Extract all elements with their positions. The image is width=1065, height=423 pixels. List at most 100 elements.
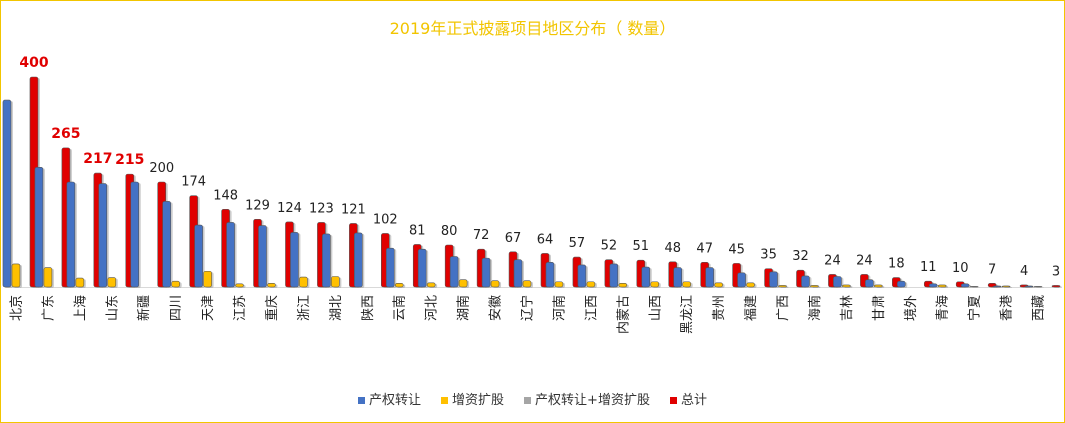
bar-产权转让-海南: [801, 275, 810, 288]
total-label: 265: [51, 126, 80, 142]
legend: 产权转让 增资扩股 产权转让+增资扩股 总计: [1, 389, 1064, 408]
total-label: 102: [373, 212, 398, 227]
bar-增资扩股-福建: [746, 282, 755, 288]
total-label: 67: [505, 231, 522, 246]
bar-产权转让-广东: [34, 167, 44, 288]
bar-产权转让-陕西: [354, 232, 363, 288]
category-label: 陕西: [361, 295, 376, 321]
legend-swatch: [358, 397, 366, 404]
bar-增资扩股-湖南: [458, 279, 468, 288]
bar-产权转让-山西: [641, 266, 651, 288]
bar-增资扩股-青海: [937, 284, 947, 288]
total-label: 18: [888, 257, 905, 272]
bar-产权转让-青海: [928, 283, 938, 288]
legend-item: 产权转让+增资扩股: [524, 389, 650, 408]
bar-产权转让-贵州: [705, 267, 714, 288]
category-label: 天津: [201, 295, 216, 321]
bar-产权转让-山东: [98, 183, 108, 288]
category-label: 香港: [1000, 295, 1015, 321]
bar-增资扩股-江西: [586, 281, 596, 288]
total-label: 7: [988, 262, 996, 277]
bar-产权转让-黑龙江: [673, 267, 682, 288]
bar-产权转让-吉林: [833, 276, 842, 288]
total-label: 81: [409, 223, 426, 238]
legend-label: 产权转让: [369, 393, 422, 408]
total-label: 200: [149, 161, 174, 176]
category-label: 黑龙江: [680, 295, 695, 334]
total-label: 48: [664, 241, 681, 256]
legend-item: 增资扩股: [441, 389, 504, 408]
bar-增资扩股-西藏: [1033, 286, 1043, 288]
bar-产权转让-境外: [896, 280, 906, 288]
category-label: 江苏: [232, 295, 248, 321]
bar-增资扩股-河南: [554, 281, 564, 288]
total-label: 123: [309, 201, 334, 216]
category-label: 重庆: [264, 295, 280, 321]
category-label: 福建: [744, 295, 759, 321]
bar-增资扩股-河北: [426, 282, 436, 288]
bar-产权转让-内蒙古: [609, 263, 619, 288]
bar-增资扩股-广东: [43, 267, 53, 288]
category-label: 甘肃: [872, 295, 887, 321]
category-label: 四川: [169, 295, 184, 321]
total-label: 24: [856, 253, 873, 268]
total-label: 121: [341, 202, 366, 217]
category-label: 河南: [551, 295, 567, 321]
bar-shadow: [1036, 287, 1045, 288]
bar-产权转让-湖南: [449, 256, 459, 288]
category-label: 广东: [41, 295, 56, 321]
bar-产权转让-上海: [66, 181, 76, 288]
bar-增资扩股-海南: [810, 285, 819, 288]
category-label: 江西: [584, 295, 599, 321]
total-label: 51: [633, 239, 650, 254]
total-label: 124: [277, 201, 302, 216]
total-label: 52: [601, 239, 618, 254]
total-label: 45: [728, 242, 745, 257]
legend-swatch: [524, 397, 532, 404]
bar-总计-西藏: [1051, 285, 1061, 288]
category-label: 辽宁: [520, 295, 536, 321]
bar-增资扩股-浙江: [299, 276, 308, 288]
category-label: 内蒙古: [615, 295, 631, 334]
bar-产权转让-重庆: [258, 225, 267, 288]
category-label: 上海: [73, 295, 88, 321]
bar-增资扩股-辽宁: [522, 280, 532, 288]
category-label: 西藏: [1032, 295, 1047, 321]
bar-产权转让-福建: [737, 272, 746, 288]
total-label: 129: [245, 198, 270, 213]
category-label: 广西: [776, 295, 791, 321]
total-label: 4: [1020, 264, 1028, 279]
category-label: 新疆: [136, 295, 152, 321]
total-label: 148: [213, 188, 238, 203]
bar-增资扩股-山西: [650, 281, 660, 288]
bar-shadow: [972, 287, 981, 288]
category-label: 湖南: [456, 295, 472, 321]
category-label: 宁夏: [967, 295, 983, 321]
legend-label: 总计: [680, 393, 707, 408]
legend-label: 增资扩股: [452, 393, 505, 408]
bar-产权转让-西藏: [1024, 285, 1034, 288]
total-label: 47: [696, 241, 713, 256]
legend-item: 产权转让: [358, 389, 421, 408]
total-label: 215: [115, 152, 144, 168]
bar-增资扩股-贵州: [714, 282, 723, 288]
category-label: 贵州: [712, 295, 727, 321]
total-label: 3: [1052, 264, 1060, 279]
bar-增资扩股-上海: [75, 277, 85, 288]
bar-产权转让-甘肃: [865, 279, 874, 288]
total-label: 80: [441, 224, 458, 239]
bar-产权转让-广西: [769, 271, 778, 288]
category-label: 青海: [936, 295, 951, 321]
category-label: 安徽: [489, 295, 504, 321]
category-label: 境外: [904, 295, 919, 321]
bar-增资扩股-广西: [778, 285, 787, 288]
bar-增资扩股-江苏: [235, 283, 244, 288]
legend-swatch: [441, 397, 449, 404]
category-label: 湖北: [329, 295, 344, 321]
bar-增资扩股-安徽: [490, 280, 500, 288]
bar-产权转让-安徽: [481, 257, 491, 288]
total-label: 35: [760, 248, 777, 263]
bar-产权转让-新疆: [130, 181, 140, 288]
bar-产权转让-宁夏: [960, 283, 970, 288]
